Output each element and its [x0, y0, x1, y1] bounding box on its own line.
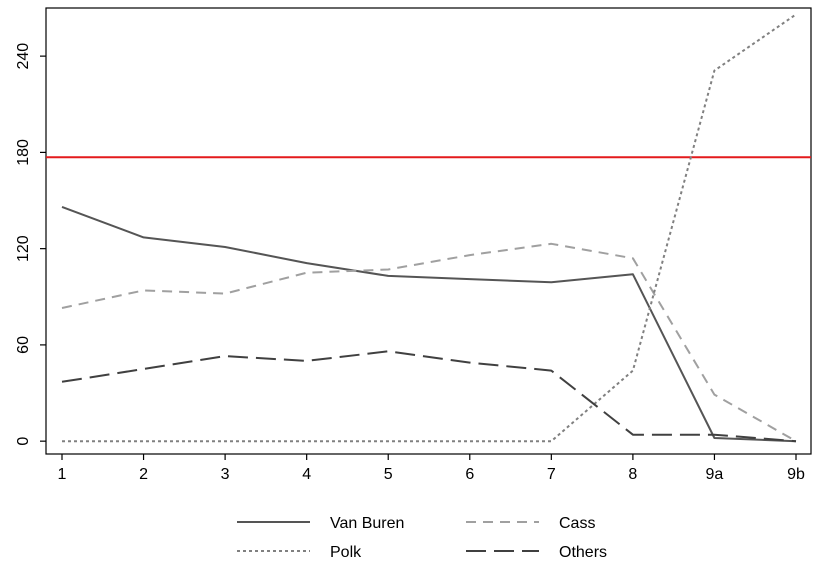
- legend-label-cass: Cass: [559, 515, 595, 532]
- x-tick-label: 1: [58, 466, 67, 483]
- legend-label-van-buren: Van Buren: [330, 515, 404, 532]
- x-tick-label: 9b: [787, 466, 805, 483]
- series-line-others: [61, 350, 797, 443]
- plot-frame: [45, 7, 812, 455]
- series-line-van-buren: [61, 205, 797, 443]
- y-tick-label: 240: [15, 43, 32, 70]
- y-tick-label: 120: [15, 235, 32, 262]
- series-line-cass: [61, 242, 797, 443]
- y-tick-label: 180: [15, 139, 32, 166]
- x-tick-label: 2: [139, 466, 148, 483]
- x-tick-label: 6: [465, 466, 474, 483]
- legend-label-polk: Polk: [330, 544, 362, 561]
- legend-label-others: Others: [559, 544, 607, 561]
- y-tick-label: 0: [15, 437, 32, 446]
- x-tick-label: 9a: [706, 466, 724, 483]
- x-tick-label: 3: [221, 466, 230, 483]
- x-tick-label: 8: [628, 466, 637, 483]
- x-tick-label: 7: [547, 466, 556, 483]
- x-tick-label: 4: [302, 466, 311, 483]
- x-tick-label: 5: [384, 466, 393, 483]
- series-line-polk: [62, 13, 797, 443]
- y-tick-label: 60: [15, 336, 32, 354]
